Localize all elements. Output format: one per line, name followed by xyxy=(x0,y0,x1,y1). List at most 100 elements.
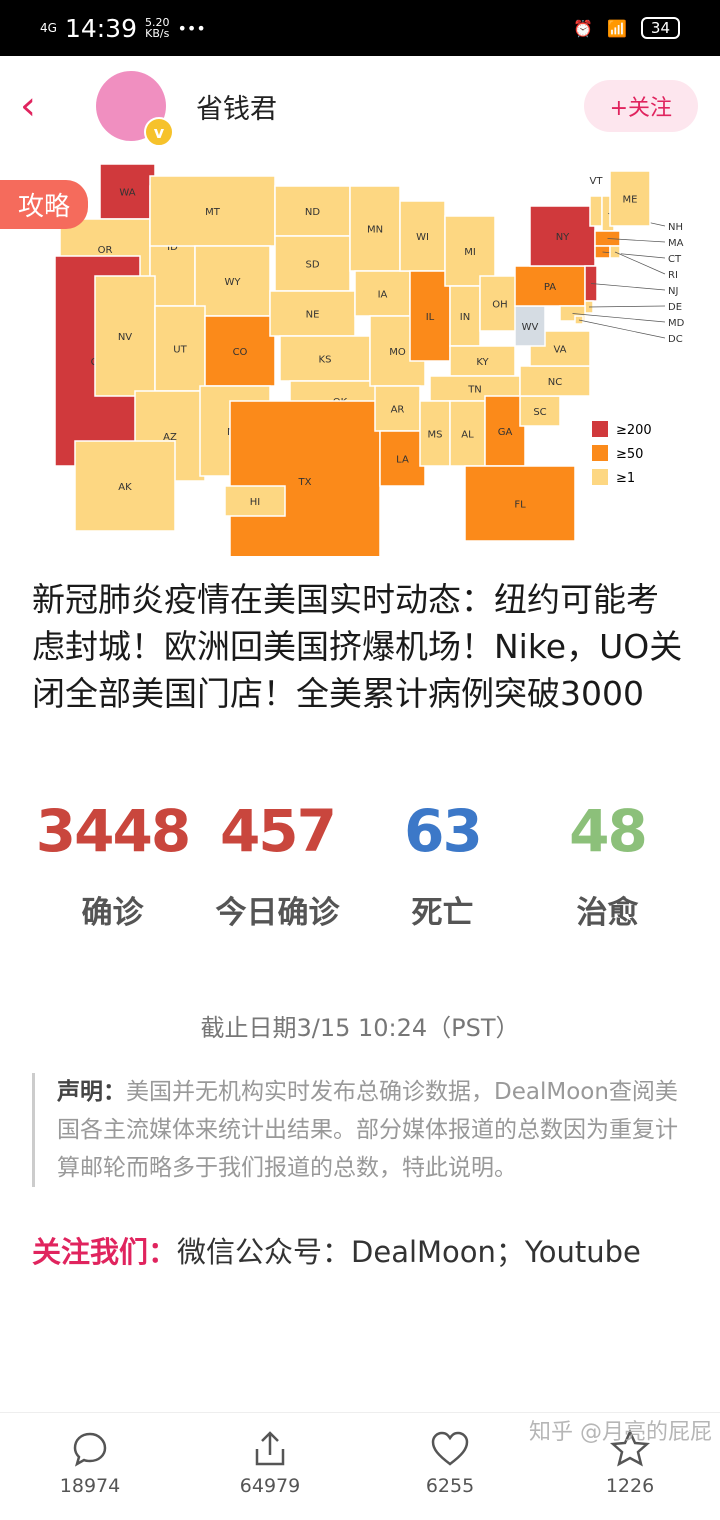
stats-row: 3448 确诊 457 今日确诊 63 死亡 48 治愈 xyxy=(0,797,720,932)
favorite-count: 1226 xyxy=(605,1475,655,1497)
state-label: MN xyxy=(367,225,383,236)
state-label: WV xyxy=(522,322,539,333)
state-ma: MA xyxy=(594,230,684,249)
stat-confirmed: 3448 确诊 xyxy=(30,797,195,932)
state-ri: RI xyxy=(609,245,678,281)
heart-icon xyxy=(431,1431,469,1466)
state-label: IN xyxy=(460,312,470,323)
state-label: CO xyxy=(233,347,248,358)
network-speed: 5.20 KB/s xyxy=(144,16,170,40)
state-il: IL xyxy=(409,270,451,362)
comment-icon xyxy=(73,1432,107,1467)
share-icon xyxy=(255,1431,285,1466)
state-ak: AK xyxy=(74,440,176,532)
state-sd: SD xyxy=(274,235,351,292)
state-al: AL xyxy=(449,400,486,467)
leader-line xyxy=(588,305,666,308)
wifi-icon: 📶 xyxy=(606,18,627,38)
state-ky: KY xyxy=(449,345,516,377)
state-label: NE xyxy=(306,310,320,321)
state-label: AR xyxy=(391,405,405,416)
state-label: WI xyxy=(416,232,429,243)
favorite-button[interactable]: 1226 xyxy=(540,1413,720,1520)
post-header: ‹ v 省钱君 +关注 xyxy=(0,56,720,156)
stat-recovered: 48 治愈 xyxy=(525,797,690,932)
stat-label: 治愈 xyxy=(576,895,639,931)
state-la: LA xyxy=(379,430,426,487)
stat-label: 死亡 xyxy=(411,895,474,931)
state-label: NC xyxy=(548,377,562,388)
state-va: VA xyxy=(529,330,591,367)
leader-line xyxy=(614,251,666,275)
legend-swatch xyxy=(592,445,608,461)
follow-button[interactable]: +关注 xyxy=(583,80,698,132)
state-label: VA xyxy=(553,345,566,356)
state-ks: KS xyxy=(279,335,371,382)
share-count: 64979 xyxy=(239,1475,301,1497)
stat-value: 457 xyxy=(219,797,337,865)
category-tag: 攻略 xyxy=(0,180,89,229)
state-nd: ND xyxy=(274,185,351,237)
battery-indicator: 34 xyxy=(640,17,680,39)
state-wv: WV xyxy=(514,305,546,347)
state-ia: IA xyxy=(354,270,411,317)
state-nj: NJ xyxy=(584,265,678,302)
state-wa: WA xyxy=(99,163,156,220)
state-mi: MI xyxy=(444,215,496,287)
state-sc: SC xyxy=(519,395,561,427)
comment-button[interactable]: 18974 xyxy=(0,1413,180,1520)
alarm-icon: ⏰ xyxy=(573,18,593,38)
share-button[interactable]: 64979 xyxy=(180,1413,360,1520)
article-title: 新冠肺炎疫情在美国实时动态：纽约可能考虑封城！欧洲回美国挤爆机场！Nike，UO… xyxy=(32,580,683,713)
state-in: IN xyxy=(449,285,481,347)
state-ga: GA xyxy=(484,395,526,467)
avatar[interactable]: v xyxy=(96,71,174,147)
clock: 14:39 xyxy=(64,13,137,43)
us-cases-map: 攻略 WAORCAIDNVMTWYUTAZCONMNDSDNEKSOKTXMNI… xyxy=(0,156,720,562)
state-label: KS xyxy=(319,355,332,366)
state-pa: PA xyxy=(514,265,586,307)
stat-deaths: 63 死亡 xyxy=(360,797,525,932)
more-icon: ••• xyxy=(177,18,206,38)
like-button[interactable]: 6255 xyxy=(360,1413,540,1520)
state-de: DE xyxy=(584,300,682,314)
follow-us: 关注我们：微信公众号：DealMoon；Youtube xyxy=(0,1229,720,1271)
state-nc: NC xyxy=(519,365,591,397)
state-label: TN xyxy=(467,385,482,396)
leader-line xyxy=(578,319,666,339)
state-mt: MT xyxy=(149,175,276,247)
state-oh: OH xyxy=(479,275,521,332)
state-label: WY xyxy=(225,277,242,288)
state-label: OR xyxy=(98,245,113,256)
state-label: VT xyxy=(590,176,604,187)
like-count: 6255 xyxy=(425,1475,475,1497)
leader-line xyxy=(590,283,666,291)
state-label: MO xyxy=(389,347,406,358)
state-label: FL xyxy=(514,500,526,511)
disclaimer-label: 声明： xyxy=(57,1079,126,1105)
state-label: OH xyxy=(492,300,507,311)
state-mn: MN xyxy=(349,185,401,272)
cutoff-date: 截止日期3/15 10:24（PST） xyxy=(200,1014,520,1042)
follow-us-text: 微信公众号：DealMoon；Youtube xyxy=(177,1235,641,1269)
network-indicator: 4G xyxy=(40,21,57,35)
legend-swatch xyxy=(592,421,608,437)
state-ar: AR xyxy=(374,385,421,432)
legend-swatch xyxy=(592,469,608,485)
state-wi: WI xyxy=(399,200,446,272)
state-label: NV xyxy=(118,332,132,343)
state-label: IA xyxy=(378,290,388,301)
state-label: UT xyxy=(173,345,187,356)
back-button[interactable]: ‹ xyxy=(20,83,36,129)
state-label: ME xyxy=(623,195,638,206)
state-dc: DC xyxy=(574,315,683,345)
state-label: MI xyxy=(464,247,476,258)
author-name[interactable]: 省钱君 xyxy=(196,93,277,125)
state-label: MA xyxy=(668,238,684,249)
state-label: SD xyxy=(305,260,319,271)
stat-today: 457 今日确诊 xyxy=(195,797,360,932)
state-label: MS xyxy=(428,430,443,441)
stat-value: 63 xyxy=(404,797,483,865)
state-label: SC xyxy=(533,407,546,418)
stat-value: 48 xyxy=(569,797,648,865)
